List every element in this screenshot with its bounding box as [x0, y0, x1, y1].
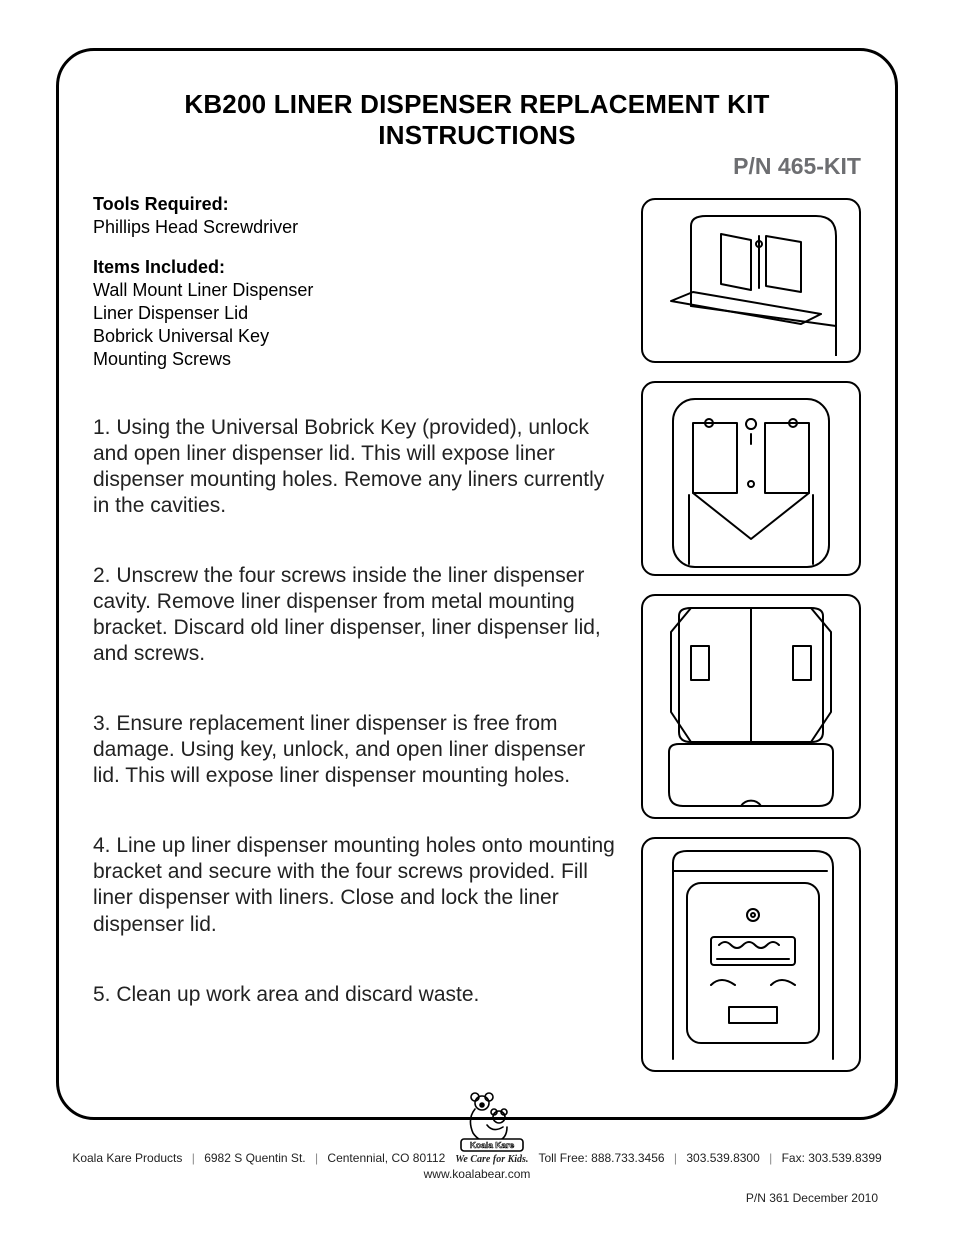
footer-doc-pn: P/N 361 December 2010	[0, 1191, 954, 1205]
figure-1	[641, 198, 861, 363]
step-5: 5. Clean up work area and discard waste.	[93, 982, 617, 1008]
footer-address: 6982 S Quentin St.	[204, 1151, 305, 1165]
tollfree-number: 888.733.3456	[591, 1151, 664, 1165]
list-item: Bobrick Universal Key	[93, 325, 617, 348]
figure-3	[641, 594, 861, 819]
page-title: KB200 LINER DISPENSER REPLACEMENT KIT IN…	[93, 89, 861, 151]
footer-city: Centennial, CO 80112	[327, 1151, 445, 1165]
footer-company: Koala Kare Products	[72, 1151, 182, 1165]
step-4: 4. Line up liner dispenser mounting hole…	[93, 833, 617, 937]
fax-number: 303.539.8399	[808, 1151, 881, 1165]
dispenser-open-perspective-icon	[651, 206, 851, 356]
dispenser-body-icon	[651, 602, 851, 812]
content-columns: Tools Required: Phillips Head Screwdrive…	[93, 194, 861, 1072]
items-header: Items Included:	[93, 257, 617, 279]
dispenser-closed-icon	[651, 845, 851, 1065]
dispenser-open-front-icon	[651, 389, 851, 569]
fax-label: Fax:	[782, 1151, 805, 1165]
footer-row: Koala Kare Products | 6982 S Quentin St.…	[0, 1103, 954, 1165]
step-2: 2. Unscrew the four screws inside the li…	[93, 563, 617, 667]
phone-number: 303.539.8300	[686, 1151, 759, 1165]
separator-icon: |	[674, 1151, 677, 1165]
brand-logo: Koala Kare We Care for Kids.	[455, 1089, 528, 1165]
separator-icon: |	[315, 1151, 318, 1165]
list-item: Wall Mount Liner Dispenser	[93, 279, 617, 302]
brand-name: Koala Kare	[470, 1140, 515, 1150]
text-column: Tools Required: Phillips Head Screwdrive…	[93, 194, 617, 1072]
figure-4	[641, 837, 861, 1072]
footer-left: Koala Kare Products | 6982 S Quentin St.…	[72, 1151, 445, 1165]
tollfree-label: Toll Free:	[538, 1151, 587, 1165]
koala-kare-logo-icon: Koala Kare	[457, 1089, 527, 1153]
separator-icon: |	[769, 1151, 772, 1165]
part-number: P/N 465-KIT	[93, 153, 861, 180]
separator-icon: |	[192, 1151, 195, 1165]
tools-body: Phillips Head Screwdriver	[93, 216, 617, 239]
list-item: Mounting Screws	[93, 348, 617, 371]
footer-right: Toll Free: 888.733.3456 | 303.539.8300 |…	[538, 1151, 881, 1165]
brand-tagline: We Care for Kids.	[455, 1154, 528, 1165]
list-item: Liner Dispenser Lid	[93, 302, 617, 325]
footer: Koala Kare Products | 6982 S Quentin St.…	[0, 1103, 954, 1205]
footer-website: www.koalabear.com	[0, 1167, 954, 1181]
items-list: Wall Mount Liner Dispenser Liner Dispens…	[93, 279, 617, 371]
step-1: 1. Using the Universal Bobrick Key (prov…	[93, 415, 617, 519]
tools-header: Tools Required:	[93, 194, 617, 216]
figure-column	[641, 194, 861, 1072]
step-3: 3. Ensure replacement liner dispenser is…	[93, 711, 617, 789]
figure-2	[641, 381, 861, 576]
document-frame: KB200 LINER DISPENSER REPLACEMENT KIT IN…	[56, 48, 898, 1120]
